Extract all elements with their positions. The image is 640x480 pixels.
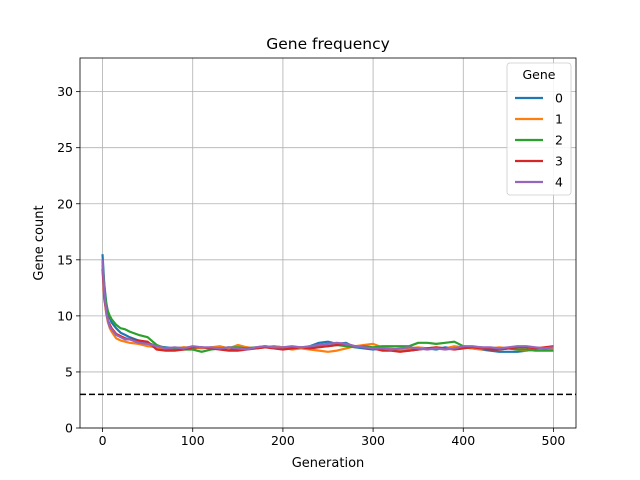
legend-title: Gene <box>523 67 556 82</box>
x-axis-label: Generation <box>292 456 365 471</box>
y-axis-label: Gene count <box>32 205 47 280</box>
series-line-gene-4 <box>101 259 554 351</box>
legend-label-gene-0: 0 <box>555 91 563 106</box>
y-tick-label: 0 <box>65 421 73 436</box>
y-tick-label: 10 <box>57 308 73 323</box>
plot-area <box>80 254 576 396</box>
x-tick-label: 200 <box>271 433 295 448</box>
y-tick-label: 5 <box>65 364 73 379</box>
legend-label-gene-4: 4 <box>555 175 563 190</box>
x-tick-label: 300 <box>361 433 385 448</box>
x-tick-label: 0 <box>99 433 107 448</box>
y-tick-label: 25 <box>57 140 73 155</box>
chart-title: Gene frequency <box>266 35 390 53</box>
legend: Gene 0 1 2 3 4 <box>506 62 572 196</box>
legend-label-gene-2: 2 <box>555 133 563 148</box>
grid <box>80 58 576 429</box>
legend-label-gene-1: 1 <box>555 112 563 127</box>
x-tick-label: 500 <box>542 433 566 448</box>
y-tick-label: 15 <box>57 252 73 267</box>
x-tick-label: 400 <box>451 433 475 448</box>
y-tick-label: 20 <box>57 196 73 211</box>
axes-frame <box>79 57 577 429</box>
y-tick-label: 30 <box>57 84 73 99</box>
legend-label-gene-3: 3 <box>555 154 563 169</box>
x-tick-label: 100 <box>181 433 205 448</box>
